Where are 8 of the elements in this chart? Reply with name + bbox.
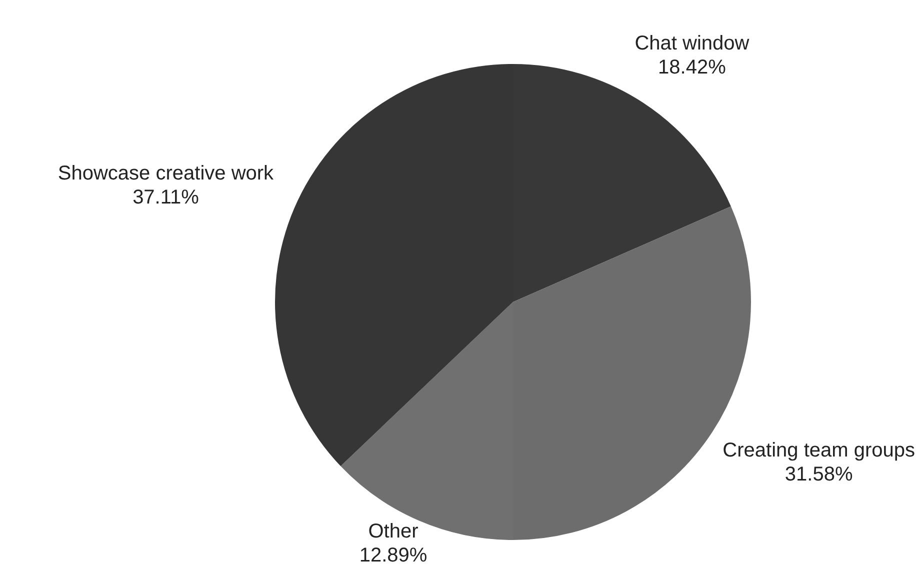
slice-label: Showcase creative work: [58, 162, 275, 185]
data-label: 37.11%: [132, 186, 200, 209]
data-label: 12.89%: [359, 544, 428, 567]
data-label: 18.42%: [658, 56, 726, 78]
slice-label: Creating team groups: [722, 439, 915, 462]
slice-label: Chat window: [634, 32, 750, 54]
data-label: 31.58%: [784, 463, 853, 486]
slice-label: Other: [368, 520, 419, 543]
